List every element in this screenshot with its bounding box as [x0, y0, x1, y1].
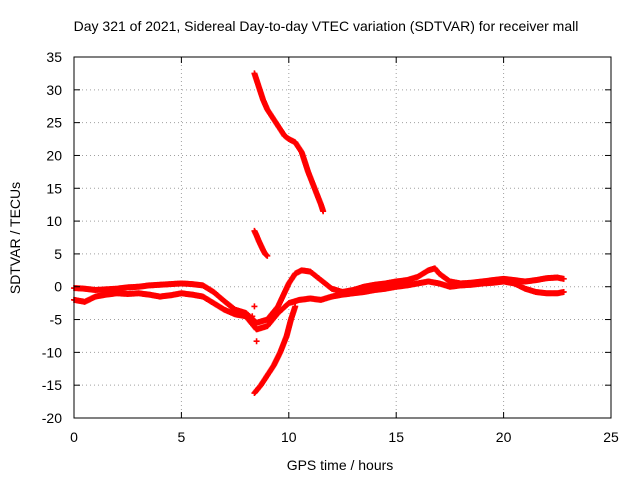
y-axis-label: SDTVAR / TECUs: [7, 182, 23, 294]
data-point: [560, 288, 567, 295]
y-tick-label: 25: [46, 115, 62, 131]
grid-layer: [74, 57, 611, 418]
y-tick-label: -5: [50, 312, 63, 328]
y-tick-label: 20: [46, 147, 62, 163]
x-tick-label: 25: [603, 429, 619, 445]
series-mid-arc: [251, 227, 271, 259]
y-tick-label: 5: [54, 246, 62, 262]
data-point: [251, 303, 258, 310]
series-high-arc: [251, 70, 327, 215]
x-axis-label: GPS time / hours: [287, 457, 394, 473]
chart-title: Day 321 of 2021, Sidereal Day-to-day VTE…: [74, 18, 579, 34]
series-low-arc: [251, 303, 299, 397]
series-outliers: [249, 303, 260, 345]
x-tick-label: 0: [70, 429, 78, 445]
series-main-band-lower: [71, 278, 567, 333]
x-tick-label: 20: [496, 429, 512, 445]
plot-frame: [73, 56, 612, 419]
y-tick-label: 10: [46, 213, 62, 229]
data-point: [249, 313, 256, 320]
data-layer: [71, 70, 567, 397]
data-point: [264, 252, 271, 259]
x-tick-label: 15: [388, 429, 404, 445]
x-tick-label: 5: [178, 429, 186, 445]
x-tick-label: 10: [281, 429, 297, 445]
y-tick-label: 15: [46, 180, 62, 196]
y-tick-label: 35: [46, 49, 62, 65]
y-tick-label: -10: [42, 344, 62, 360]
y-tick-label: -15: [42, 377, 62, 393]
y-tick-label: 0: [54, 279, 62, 295]
y-tick-label: -20: [42, 410, 62, 426]
series-main-band-upper: [71, 265, 567, 326]
data-point: [253, 338, 260, 345]
tick-layer: 0 5 10 15 20 25 -20 -15 -10 -5 0 5 10 15 20 25 30 35: [42, 49, 619, 445]
y-tick-label: 30: [46, 82, 62, 98]
data-point: [292, 303, 299, 310]
data-point: [320, 208, 327, 215]
data-point: [560, 275, 567, 282]
